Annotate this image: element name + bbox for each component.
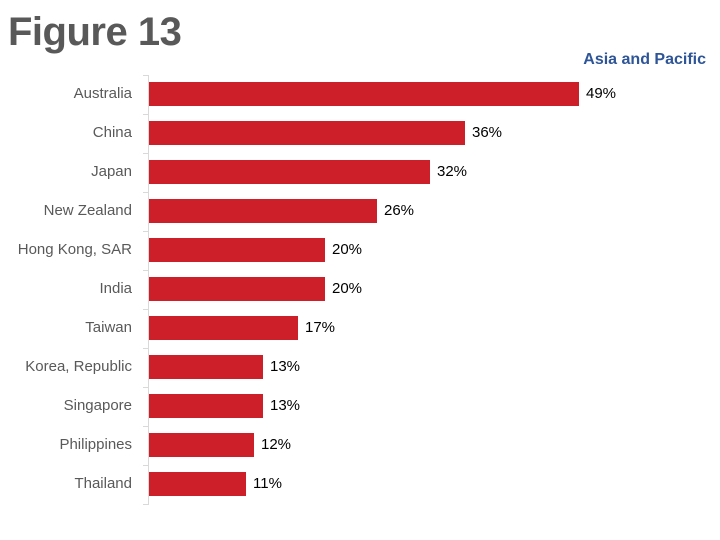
bar-row: China 36%: [0, 114, 720, 153]
axis-tick: [143, 309, 149, 310]
category-label: Philippines: [59, 436, 132, 453]
value-label: 36%: [472, 124, 503, 141]
axis-tick: [143, 231, 149, 232]
category-label: Thailand: [74, 475, 132, 492]
bar-row: Philippines 12%: [0, 426, 720, 465]
bar-row: India 20%: [0, 270, 720, 309]
bar-row: Hong Kong, SAR 20%: [0, 231, 720, 270]
bar: [149, 160, 430, 184]
axis-tick: [143, 426, 149, 427]
value-label: 26%: [384, 202, 415, 219]
bar-row: Thailand 11%: [0, 465, 720, 504]
axis-tick: [143, 465, 149, 466]
axis-tick: [143, 387, 149, 388]
axis-tick: [143, 504, 149, 505]
chart-subtitle: Asia and Pacific: [583, 51, 706, 68]
value-label: 20%: [332, 280, 363, 297]
category-axis: [148, 75, 149, 505]
value-label: 13%: [270, 358, 301, 375]
bar: [149, 316, 298, 340]
figure-title: Figure 13: [8, 10, 182, 54]
axis-tick: [143, 114, 149, 115]
bar-row: Singapore 13%: [0, 387, 720, 426]
category-label: Singapore: [63, 397, 132, 414]
value-label: 32%: [437, 163, 468, 180]
axis-tick: [143, 75, 149, 76]
bar: [149, 199, 377, 223]
value-label: 20%: [332, 241, 363, 258]
category-label: China: [92, 124, 132, 141]
axis-tick: [143, 153, 149, 154]
value-label: 17%: [305, 319, 336, 336]
value-label: 11%: [253, 475, 282, 492]
bar: [149, 121, 465, 145]
value-label: 49%: [586, 85, 617, 102]
bar-row: Taiwan 17%: [0, 309, 720, 348]
category-label: Korea, Republic: [25, 358, 132, 375]
category-label: India: [99, 280, 132, 297]
category-label: Hong Kong, SAR: [17, 241, 132, 258]
category-label: Australia: [73, 85, 132, 102]
axis-tick: [143, 270, 149, 271]
bar-row: Korea, Republic 13%: [0, 348, 720, 387]
bar: [149, 472, 246, 496]
axis-tick: [143, 348, 149, 349]
value-label: 13%: [270, 397, 301, 414]
bar: [149, 355, 263, 379]
category-label: Taiwan: [85, 319, 132, 336]
category-label: New Zealand: [43, 202, 132, 219]
axis-tick: [143, 192, 149, 193]
bar-row: Australia 49%: [0, 75, 720, 114]
bar: [149, 238, 325, 262]
category-label: Japan: [91, 163, 132, 180]
value-label: 12%: [261, 436, 292, 453]
bar-row: New Zealand 26%: [0, 192, 720, 231]
bar-row: Japan 32%: [0, 153, 720, 192]
bar: [149, 82, 579, 106]
bar: [149, 394, 263, 418]
bar: [149, 433, 254, 457]
bar: [149, 277, 325, 301]
